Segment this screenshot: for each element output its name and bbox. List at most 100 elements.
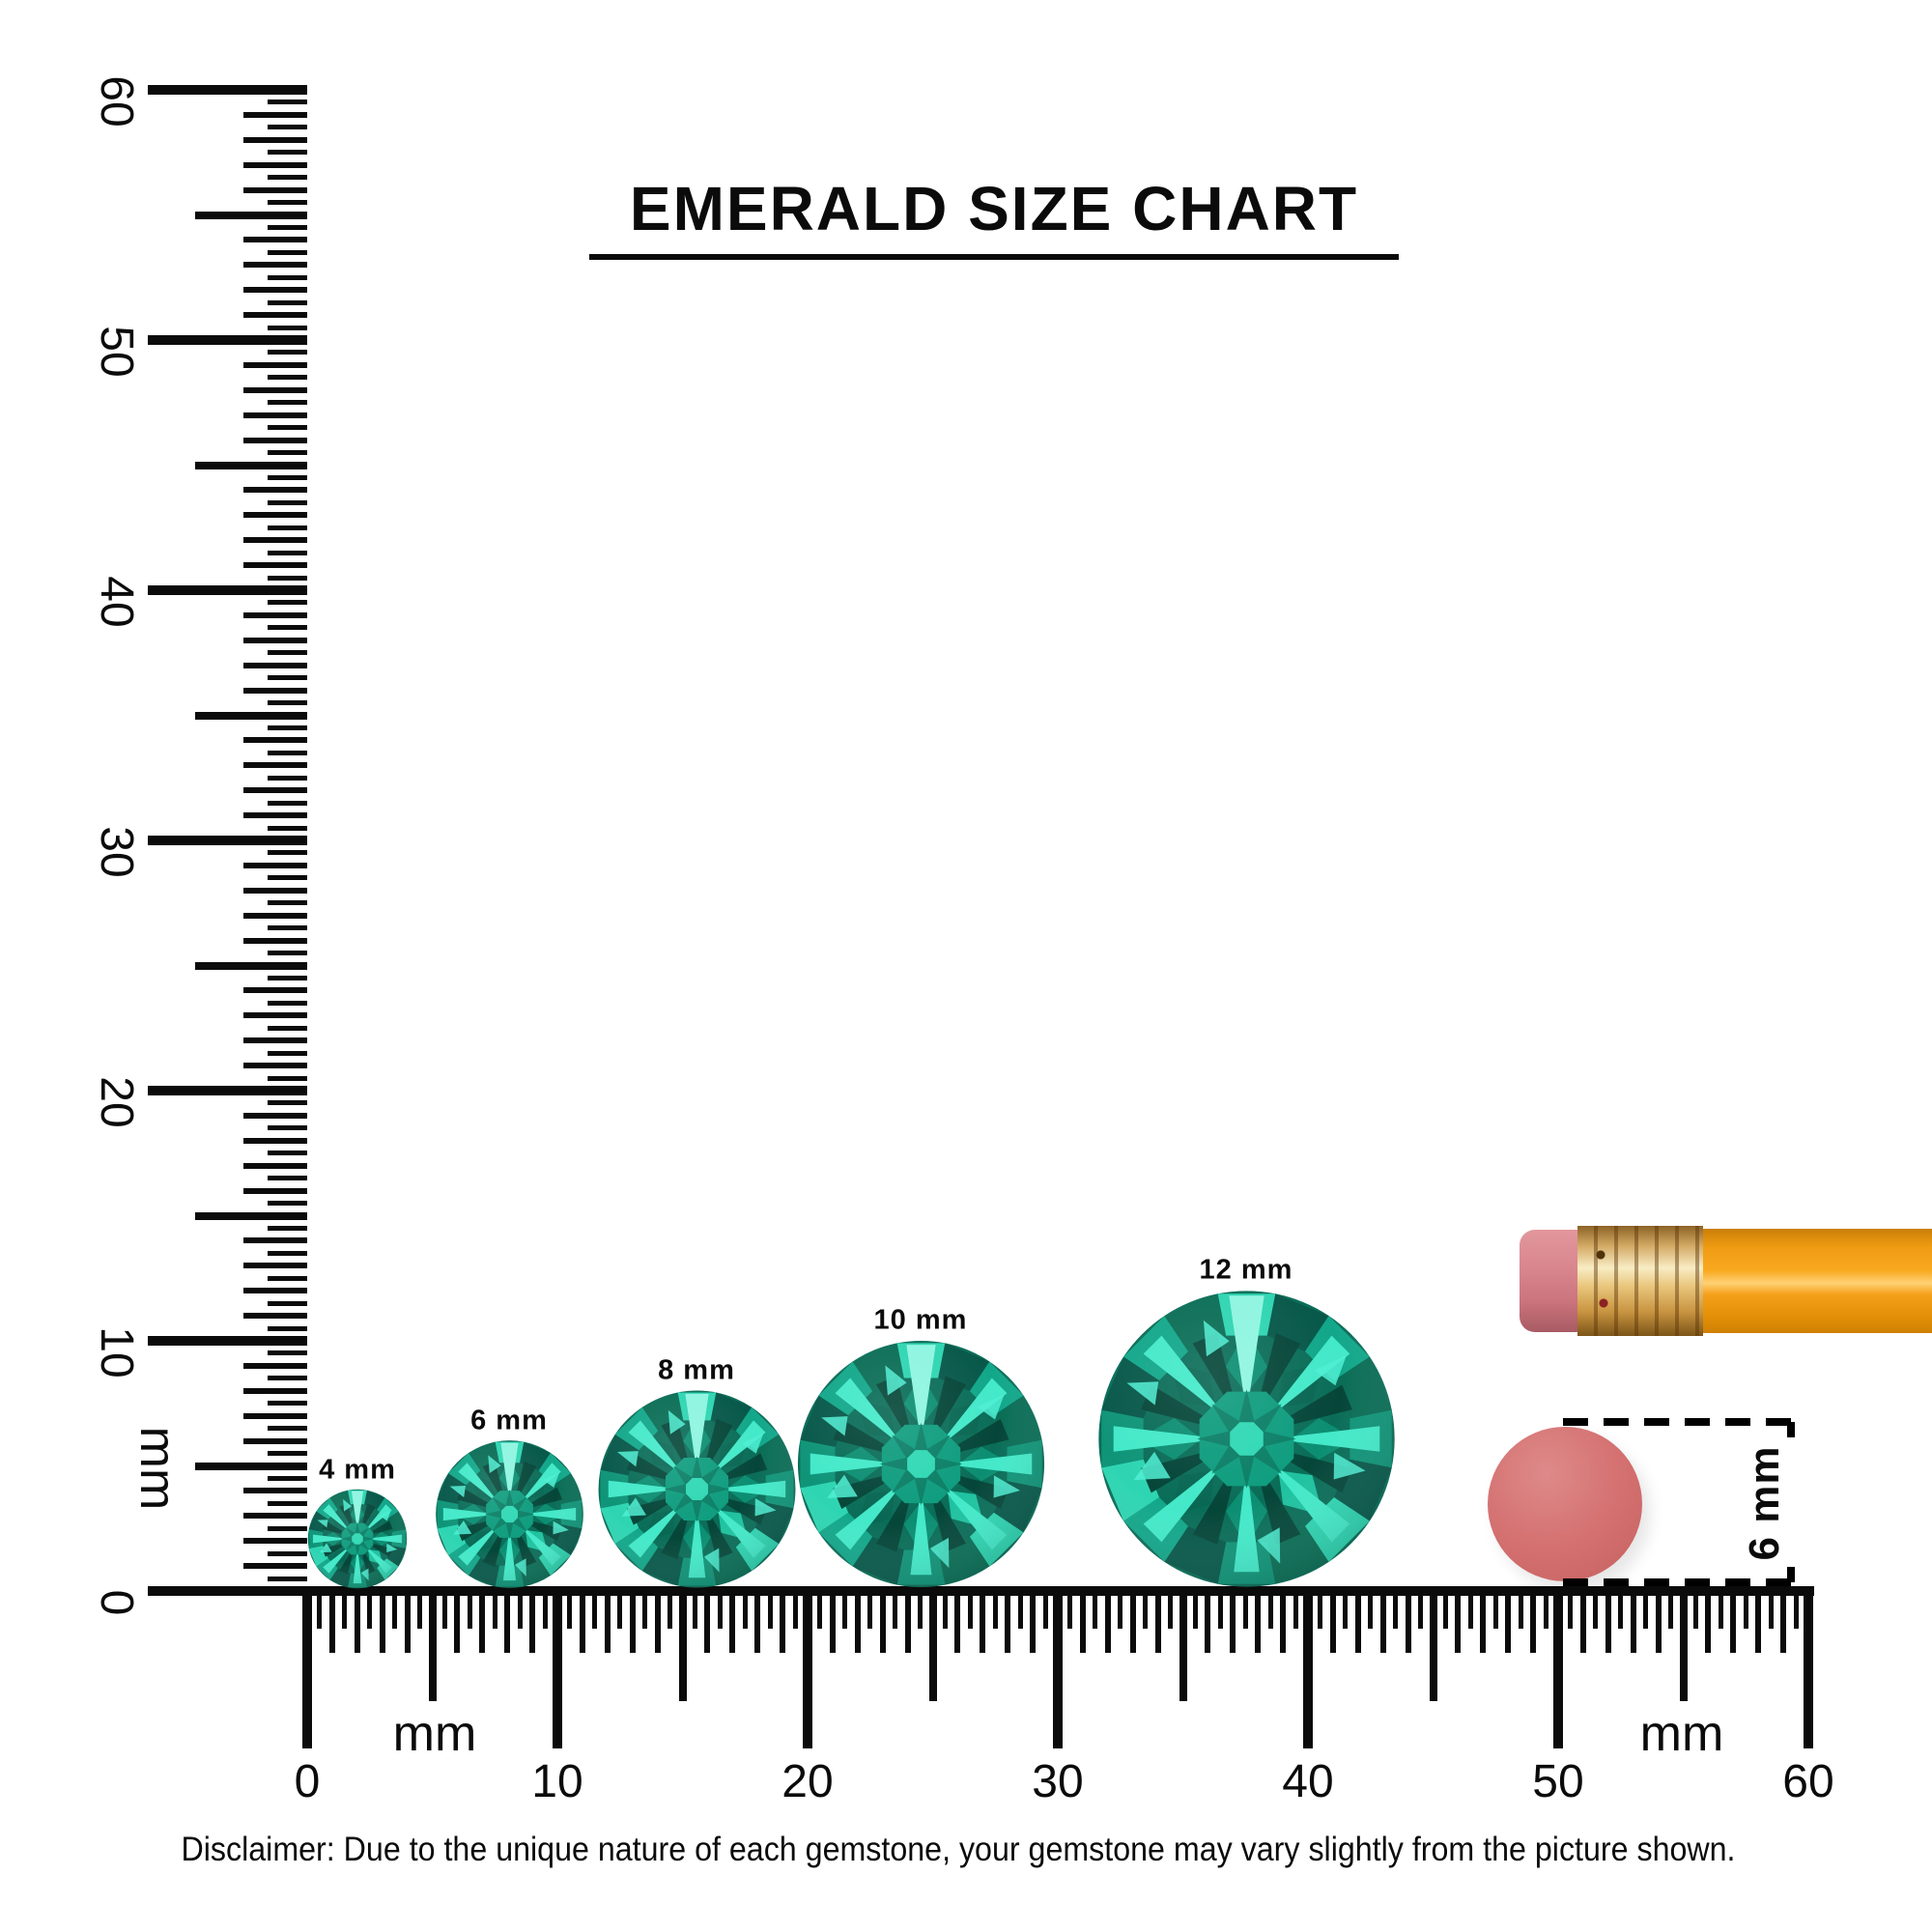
- h-ruler-tick-22mm-one: [854, 1589, 861, 1653]
- h-ruler-tick-16.5mm-half: [717, 1589, 723, 1629]
- h-ruler-tick-11.5mm-half: [592, 1589, 598, 1629]
- h-ruler-tick-55mm-five: [1679, 1589, 1688, 1701]
- h-ruler-tick-18.5mm-half: [767, 1589, 773, 1629]
- h-ruler-tick-49.5mm-half: [1543, 1589, 1548, 1629]
- v-ruler-tick-7.5mm-half: [268, 1401, 307, 1406]
- measure-dash-bottom-end: [1787, 1567, 1795, 1582]
- v-ruler-tick-28mm-one: [243, 887, 307, 894]
- v-ruler-tick-10.5mm-half: [268, 1325, 307, 1331]
- v-ruler-label-60: 60: [91, 75, 142, 128]
- v-ruler-tick-16.5mm-half: [268, 1176, 307, 1181]
- h-ruler-tick-48mm-one: [1505, 1589, 1512, 1653]
- v-ruler-tick-31.5mm-half: [268, 800, 307, 806]
- h-ruler-tick-4mm-one: [404, 1589, 411, 1653]
- v-ruler-tick-4.5mm-half: [268, 1475, 307, 1481]
- v-ruler-tick-27.5mm-half: [268, 900, 307, 906]
- v-ruler-tick-21.5mm-half: [268, 1050, 307, 1056]
- h-ruler-tick-28mm-one: [1005, 1589, 1011, 1653]
- v-ruler-tick-13mm-one: [243, 1263, 307, 1269]
- h-ruler-tick-5mm-five: [428, 1589, 437, 1701]
- v-ruler-tick-51.5mm-half: [268, 299, 307, 305]
- horizontal-ruler-unit-label-left: mm: [392, 1706, 477, 1762]
- v-ruler-tick-29mm-one: [243, 862, 307, 868]
- h-ruler-tick-2mm-one: [354, 1589, 360, 1653]
- h-ruler-tick-31.5mm-half: [1093, 1589, 1098, 1629]
- h-ruler-tick-27.5mm-half: [992, 1589, 998, 1629]
- v-ruler-tick-2mm-one: [243, 1538, 307, 1545]
- v-ruler-label-20: 20: [91, 1076, 142, 1128]
- v-ruler-tick-47.5mm-half: [268, 400, 307, 406]
- h-ruler-tick-45.5mm-half: [1442, 1589, 1448, 1629]
- h-ruler-tick-48.5mm-half: [1518, 1589, 1523, 1629]
- h-ruler-tick-36.5mm-half: [1217, 1589, 1223, 1629]
- h-ruler-tick-46.5mm-half: [1467, 1589, 1473, 1629]
- v-ruler-tick-15.5mm-half: [268, 1201, 307, 1207]
- h-ruler-tick-51.5mm-half: [1593, 1589, 1599, 1629]
- h-ruler-tick-3mm-one: [379, 1589, 385, 1653]
- v-ruler-tick-58.5mm-half: [268, 125, 307, 130]
- v-ruler-tick-59mm-one: [243, 111, 307, 118]
- h-ruler-label-50: 50: [1532, 1756, 1584, 1807]
- h-ruler-tick-0.5mm-half: [317, 1589, 323, 1629]
- v-ruler-tick-27mm-one: [243, 912, 307, 919]
- h-ruler-tick-47mm-one: [1480, 1589, 1487, 1653]
- h-ruler-tick-22.5mm-half: [867, 1589, 873, 1629]
- v-ruler-tick-38.5mm-half: [268, 625, 307, 631]
- h-ruler-tick-24.5mm-half: [918, 1589, 923, 1629]
- h-ruler-tick-50.5mm-half: [1568, 1589, 1574, 1629]
- disclaimer-text: Disclaimer: Due to the unique nature of …: [181, 1831, 1736, 1868]
- h-ruler-tick-56.5mm-half: [1718, 1589, 1723, 1629]
- v-ruler-tick-32mm-one: [243, 787, 307, 794]
- h-ruler-tick-12mm-one: [604, 1589, 611, 1653]
- h-ruler-tick-21mm-one: [829, 1589, 836, 1653]
- v-ruler-tick-34.5mm-half: [268, 724, 307, 730]
- v-ruler-tick-24mm-one: [243, 987, 307, 994]
- h-ruler-tick-31mm-one: [1079, 1589, 1086, 1653]
- h-ruler-tick-1mm-one: [328, 1589, 335, 1653]
- h-ruler-tick-12.5mm-half: [617, 1589, 623, 1629]
- h-ruler-tick-35.5mm-half: [1192, 1589, 1198, 1629]
- gem-label-10mm: 10 mm: [873, 1304, 968, 1336]
- h-ruler-tick-15mm-five: [678, 1589, 687, 1701]
- h-ruler-tick-20.5mm-half: [817, 1589, 823, 1629]
- v-ruler-tick-7mm-one: [243, 1412, 307, 1419]
- measure-dash-top-end: [1787, 1422, 1795, 1437]
- v-ruler-tick-19.5mm-half: [268, 1100, 307, 1106]
- v-ruler-tick-38mm-one: [243, 637, 307, 643]
- v-ruler-tick-14.5mm-half: [268, 1225, 307, 1231]
- gem-label-12mm: 12 mm: [1199, 1254, 1293, 1286]
- v-ruler-tick-12mm-one: [243, 1288, 307, 1294]
- gem-6mm: [435, 1440, 583, 1588]
- v-ruler-tick-39.5mm-half: [268, 600, 307, 606]
- h-ruler-label-0: 0: [294, 1756, 321, 1807]
- v-ruler-tick-51mm-one: [243, 312, 307, 319]
- h-ruler-tick-53mm-one: [1630, 1589, 1636, 1653]
- h-ruler-tick-15.5mm-half: [692, 1589, 697, 1629]
- h-ruler-tick-0mm-major: [302, 1589, 312, 1748]
- v-ruler-tick-48.5mm-half: [268, 375, 307, 381]
- h-ruler-tick-3.5mm-half: [392, 1589, 398, 1629]
- gem-label-8mm: 8 mm: [658, 1354, 735, 1386]
- h-ruler-label-20: 20: [781, 1756, 834, 1807]
- v-ruler-tick-35.5mm-half: [268, 700, 307, 706]
- h-ruler-tick-10.5mm-half: [567, 1589, 573, 1629]
- h-ruler-tick-30mm-major: [1053, 1589, 1063, 1748]
- h-ruler-tick-53.5mm-half: [1643, 1589, 1649, 1629]
- v-ruler-tick-0.5mm-half: [268, 1576, 307, 1581]
- h-ruler-tick-51mm-one: [1579, 1589, 1586, 1653]
- h-ruler-tick-30.5mm-half: [1067, 1589, 1073, 1629]
- pencil-graphic: [1520, 1226, 1932, 1336]
- page-title: EMERALD SIZE CHART: [629, 174, 1359, 243]
- h-ruler-tick-8.5mm-half: [517, 1589, 523, 1629]
- h-ruler-tick-35mm-five: [1179, 1589, 1187, 1701]
- h-ruler-tick-47.5mm-half: [1492, 1589, 1498, 1629]
- h-ruler-tick-39mm-one: [1280, 1589, 1287, 1653]
- h-ruler-tick-42mm-one: [1354, 1589, 1361, 1653]
- h-ruler-tick-55.5mm-half: [1692, 1589, 1698, 1629]
- h-ruler-tick-19.5mm-half: [792, 1589, 798, 1629]
- h-ruler-tick-26mm-one: [954, 1589, 961, 1653]
- h-ruler-tick-52mm-one: [1605, 1589, 1611, 1653]
- v-ruler-tick-40mm-major: [148, 585, 307, 595]
- v-ruler-tick-43.5mm-half: [268, 499, 307, 505]
